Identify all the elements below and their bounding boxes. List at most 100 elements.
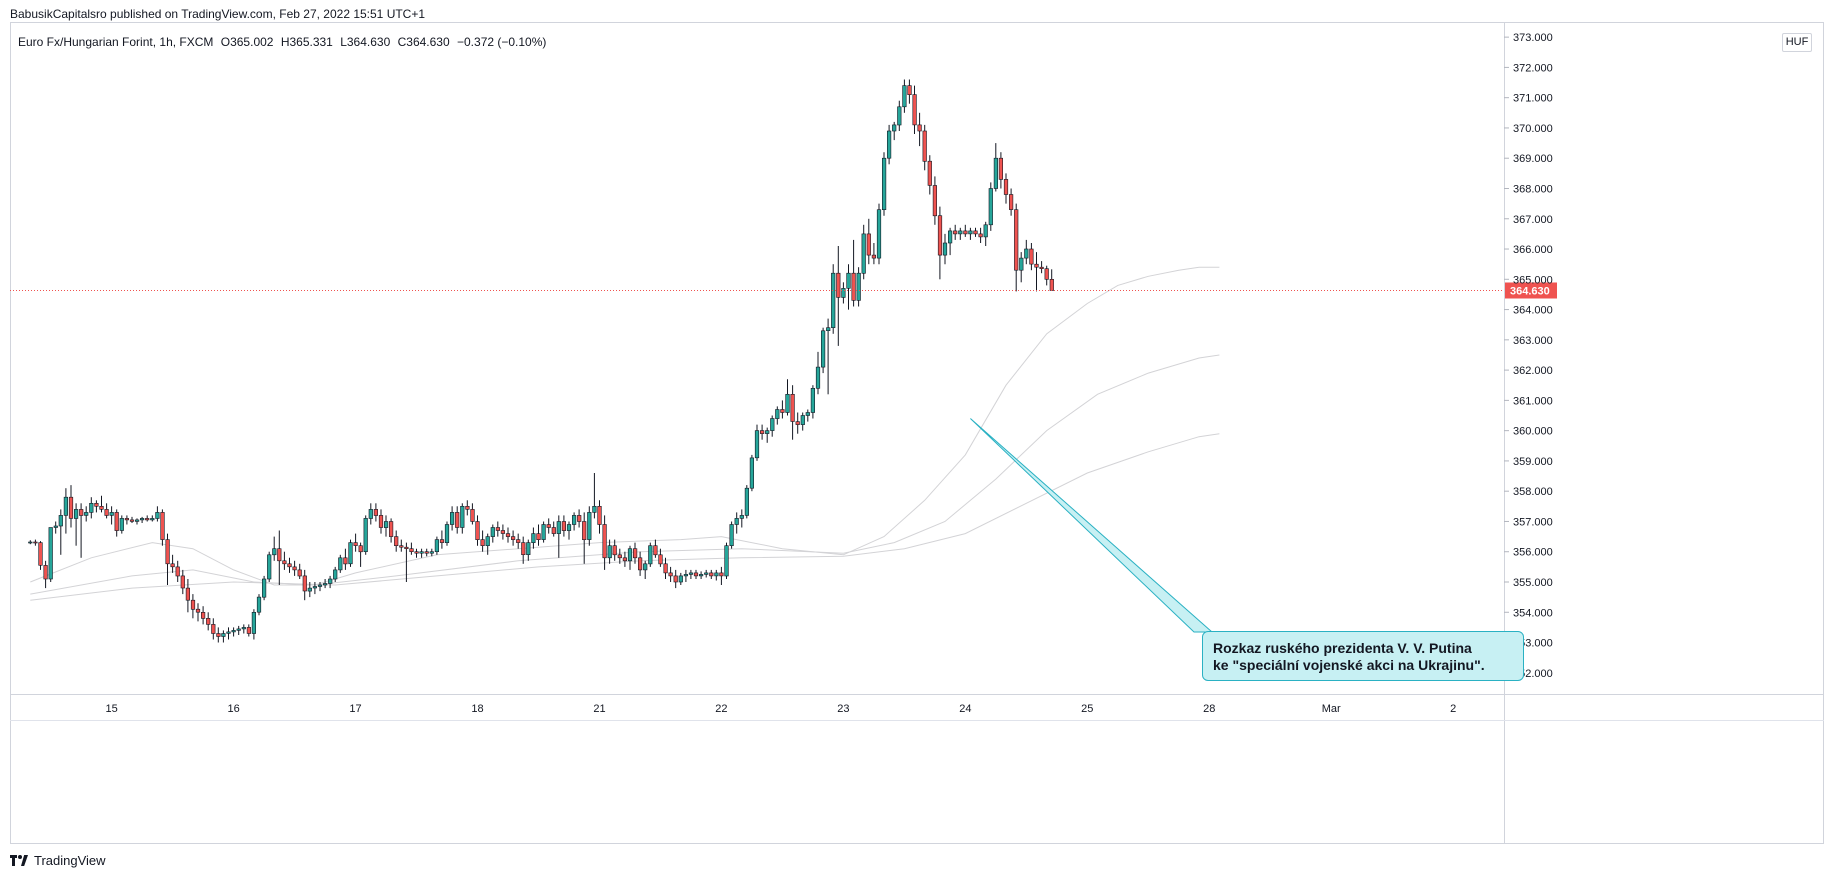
candle bbox=[155, 506, 160, 522]
candle-body-down bbox=[201, 611, 206, 619]
candle-body-up bbox=[785, 393, 790, 413]
candle bbox=[84, 506, 89, 522]
candle bbox=[180, 569, 185, 595]
candle-body-down bbox=[851, 272, 856, 301]
candle-body-down bbox=[866, 233, 871, 256]
price-tick-label: 355.000 bbox=[1513, 577, 1553, 589]
price-tick-label: 360.000 bbox=[1513, 426, 1553, 438]
candle-body-up bbox=[765, 430, 770, 434]
candle-body-down bbox=[1034, 263, 1039, 268]
candle-body-up bbox=[892, 124, 897, 132]
candle-body-up bbox=[627, 548, 633, 562]
candle bbox=[317, 582, 323, 592]
price-tick-label: 356.000 bbox=[1513, 547, 1553, 559]
candle bbox=[643, 560, 648, 579]
candle bbox=[404, 542, 409, 582]
candle bbox=[729, 521, 734, 549]
candle bbox=[48, 527, 53, 582]
candle bbox=[978, 227, 983, 243]
candle-body-down bbox=[1029, 248, 1034, 265]
candle bbox=[165, 533, 170, 585]
footer-brand[interactable]: TradingView bbox=[10, 853, 106, 868]
candle bbox=[577, 509, 582, 528]
legend-close: C364.630 bbox=[397, 35, 450, 49]
time-axis-layer: 15 16 17 18 21 22 23 24 25 28 Mar 2 bbox=[106, 703, 1457, 715]
candle-body-down bbox=[33, 541, 38, 544]
candle-body-up bbox=[241, 627, 246, 630]
candle bbox=[902, 79, 907, 113]
price-tick-label: 358.000 bbox=[1513, 486, 1553, 498]
legend-high: H365.331 bbox=[280, 35, 333, 49]
candle-body-up bbox=[155, 512, 160, 519]
candle bbox=[719, 566, 724, 585]
candle bbox=[947, 227, 953, 256]
candle bbox=[602, 515, 607, 570]
candle-body-up bbox=[140, 518, 145, 521]
candle bbox=[775, 406, 780, 425]
candle-body-up bbox=[881, 157, 887, 210]
candle bbox=[383, 515, 389, 537]
candle-body-up bbox=[531, 533, 536, 543]
annotation-line-1: Rozkaz ruského prezidenta V. V. Putina bbox=[1213, 640, 1472, 656]
candle-body-down bbox=[978, 233, 983, 238]
candle-body-up bbox=[84, 512, 89, 516]
candle-body-down bbox=[68, 496, 74, 519]
candle-body-down bbox=[719, 572, 724, 577]
candle bbox=[33, 539, 38, 546]
candle bbox=[267, 551, 272, 582]
candle bbox=[292, 560, 297, 576]
currency-label[interactable]: HUF bbox=[1782, 33, 1812, 52]
candle-body-up bbox=[698, 574, 704, 577]
candle-body-up bbox=[236, 628, 241, 631]
candle-body-down bbox=[505, 533, 511, 537]
price-tick-label: 357.000 bbox=[1513, 516, 1553, 528]
candle-body-up bbox=[28, 541, 33, 544]
moving-average-line-2 bbox=[30, 354, 1220, 595]
candle bbox=[607, 539, 612, 564]
candle bbox=[744, 485, 749, 519]
candle-body-down bbox=[287, 563, 292, 568]
candle-body-up bbox=[897, 106, 902, 126]
candle-body-up bbox=[770, 418, 775, 431]
candle-body-up bbox=[307, 587, 312, 592]
candle-body-down bbox=[973, 230, 978, 235]
candle-body-up bbox=[800, 415, 805, 425]
legend-open: O365.002 bbox=[220, 35, 274, 49]
candle bbox=[475, 515, 480, 546]
candle bbox=[551, 521, 556, 537]
candle-body-up bbox=[566, 524, 572, 531]
candle bbox=[485, 533, 490, 555]
candle-body-up bbox=[729, 524, 734, 547]
candle bbox=[546, 518, 551, 534]
chart-frame[interactable] bbox=[10, 22, 1824, 844]
price-axis-layer: 372.000 371.000 370.000 369.000 368.000 367.0… bbox=[10, 22, 1824, 844]
candle bbox=[109, 506, 114, 525]
candle-body-up bbox=[368, 509, 373, 519]
candle bbox=[287, 557, 292, 573]
price-tick-label: 372.000 bbox=[1513, 62, 1553, 74]
candle-body-down bbox=[637, 557, 643, 571]
candle-body-up bbox=[815, 366, 821, 389]
candle bbox=[714, 569, 719, 581]
candle-body-down bbox=[145, 518, 150, 521]
candle bbox=[444, 521, 450, 546]
candle bbox=[932, 176, 937, 225]
candle bbox=[866, 218, 871, 265]
candle-body-up bbox=[592, 505, 597, 513]
candle-body-down bbox=[99, 505, 104, 510]
candle-body-down bbox=[602, 524, 607, 559]
candle-body-down bbox=[470, 509, 475, 522]
candle bbox=[566, 521, 572, 540]
candle bbox=[429, 548, 434, 557]
annotation-callout[interactable]: Rozkaz ruského prezidenta V. V. Putina k… bbox=[1202, 631, 1524, 681]
candle bbox=[480, 530, 485, 552]
price-tick-label: 365.000 bbox=[1513, 274, 1553, 286]
candle-body-up bbox=[317, 584, 323, 587]
candle bbox=[119, 515, 124, 534]
time-tick-label: 25 bbox=[1081, 703, 1093, 715]
candle bbox=[856, 267, 861, 307]
legend-low: L364.630 bbox=[340, 35, 391, 49]
candle-body-up bbox=[993, 157, 998, 189]
candle-body-up bbox=[734, 518, 739, 525]
